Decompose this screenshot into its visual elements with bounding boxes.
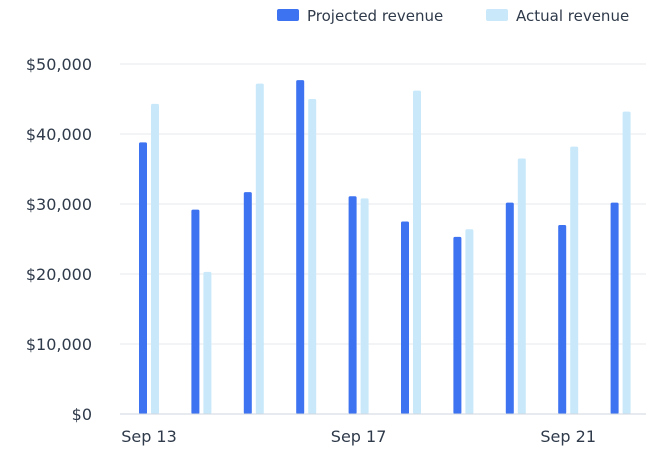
bar-actual-revenue: [151, 103, 159, 415]
bar-actual-revenue: [203, 271, 212, 414]
bar-projected-revenue: [610, 202, 619, 414]
y-tick-label: $30,000: [26, 195, 92, 214]
bar-actual-revenue: [517, 158, 526, 414]
y-tick-label: $0: [72, 405, 92, 424]
legend-swatch-actual-revenue: [486, 9, 508, 21]
bar-projected-revenue: [453, 236, 462, 414]
bars: [139, 80, 631, 415]
legend-label-actual-revenue: Actual revenue: [516, 7, 629, 25]
legend-label-projected-revenue: Projected revenue: [307, 7, 443, 25]
bar-projected-revenue: [139, 142, 147, 414]
y-tick-label: $10,000: [26, 335, 92, 354]
x-tick-label: Sep 13: [121, 427, 177, 446]
bar-projected-revenue: [558, 225, 567, 414]
bar-projected-revenue: [296, 80, 305, 414]
bar-actual-revenue: [360, 198, 369, 414]
bar-actual-revenue: [465, 229, 474, 414]
legend: Projected revenue Actual revenue: [277, 7, 629, 25]
bar-actual-revenue: [570, 146, 579, 414]
x-tick-label: Sep 21: [540, 427, 596, 446]
y-tick-label: $40,000: [26, 125, 92, 144]
y-tick-label: $20,000: [26, 265, 92, 284]
legend-swatch-projected-revenue: [277, 9, 299, 21]
bar-projected-revenue: [243, 192, 252, 414]
y-tick-label: $50,000: [26, 55, 92, 74]
axes: $0 $10,000 $20,000 $30,000 $40,000 $50,000 Sep…: [26, 55, 646, 446]
bar-actual-revenue: [622, 111, 631, 414]
bar-actual-revenue: [308, 99, 317, 414]
bar-projected-revenue: [191, 209, 200, 414]
bar-actual-revenue: [255, 83, 264, 414]
bar-projected-revenue: [401, 221, 409, 414]
bar-projected-revenue: [348, 196, 357, 414]
bar-projected-revenue: [505, 202, 514, 414]
x-tick-label: Sep 17: [331, 427, 387, 446]
bar-actual-revenue: [413, 90, 421, 414]
